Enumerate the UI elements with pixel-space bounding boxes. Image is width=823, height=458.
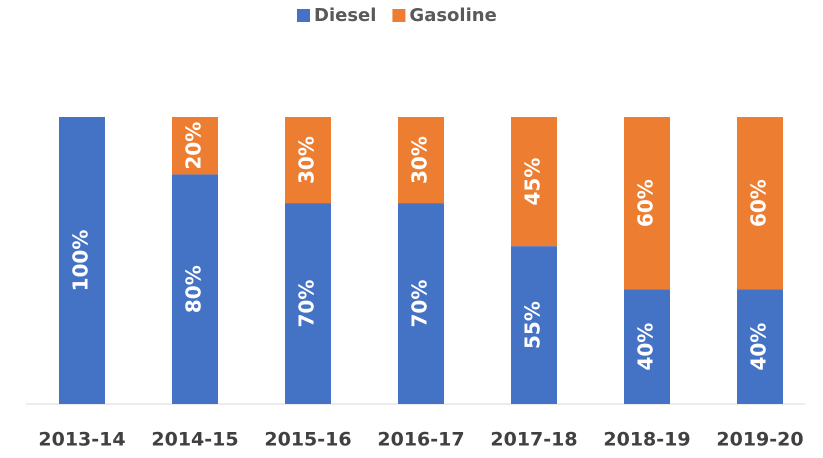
data-label: 100% (69, 230, 93, 292)
bar-segment (285, 117, 331, 204)
bar-segment (737, 117, 783, 290)
x-tick-label: 2014-15 (151, 429, 238, 451)
data-label: 55% (521, 301, 545, 349)
bar-segment (398, 203, 444, 404)
bar-segment (172, 174, 218, 404)
bar-segment (285, 203, 331, 404)
data-label: 45% (521, 158, 545, 206)
data-label: 30% (295, 136, 319, 184)
x-tick-label: 2017-18 (490, 429, 577, 451)
data-label: 70% (408, 280, 432, 328)
bar-segment (398, 117, 444, 204)
bar-segment (172, 117, 218, 175)
data-label: 60% (634, 179, 658, 227)
x-tick-label: 2019-20 (716, 429, 803, 451)
legend-swatch (392, 9, 406, 22)
x-tick-label: 2015-16 (264, 429, 351, 451)
bar-segment (737, 289, 783, 404)
data-label: 30% (408, 136, 432, 184)
bar-segment (59, 117, 105, 404)
legend-swatch (297, 9, 310, 22)
x-tick-label: 2018-19 (603, 429, 690, 451)
bar-segment (511, 246, 557, 404)
x-tick-label: 2013-14 (38, 429, 125, 451)
data-label: 20% (182, 122, 206, 170)
bar-segment (624, 117, 670, 290)
data-label: 60% (747, 179, 771, 227)
data-label: 40% (747, 323, 771, 371)
data-label: 80% (182, 265, 206, 313)
data-label: 70% (295, 280, 319, 328)
legend-label: Diesel (314, 5, 376, 26)
bar-segment (624, 289, 670, 404)
legend-label: Gasoline (409, 5, 496, 26)
bar-segment (511, 117, 557, 247)
x-tick-label: 2016-17 (377, 429, 464, 451)
data-label: 40% (634, 323, 658, 371)
